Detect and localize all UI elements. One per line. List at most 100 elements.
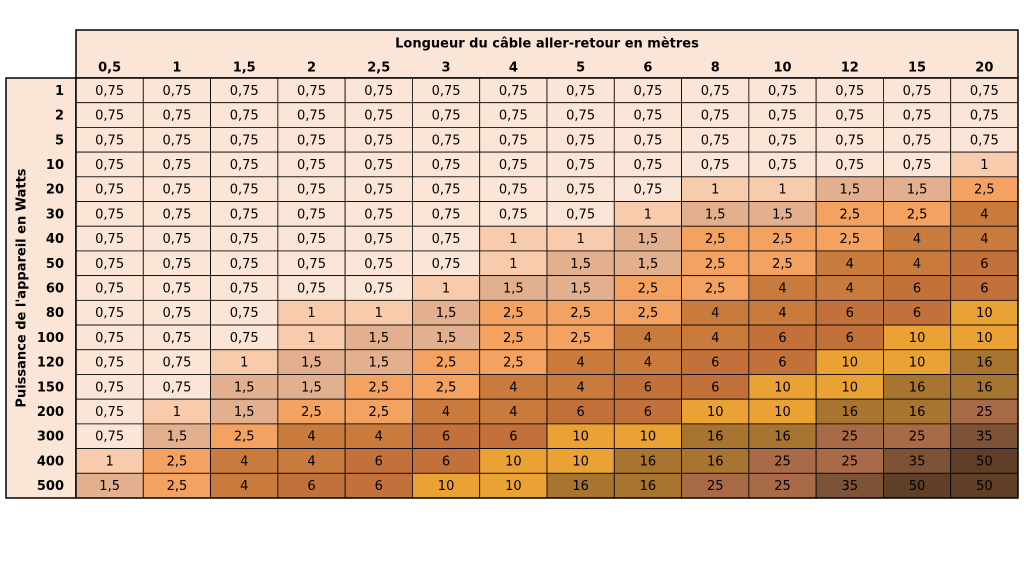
cell (950, 176, 1019, 202)
row-header: 10 (46, 158, 64, 173)
cell (210, 102, 279, 128)
cell (75, 324, 144, 351)
cell (613, 324, 682, 351)
cell-value: 10 (572, 454, 589, 469)
cell-value: 10 (640, 430, 657, 445)
cell-value: 0,75 (701, 133, 730, 148)
cell (950, 299, 1019, 326)
cell-value: 0,75 (297, 282, 326, 297)
cell (883, 250, 952, 277)
cell (681, 77, 750, 104)
cell (210, 201, 279, 227)
cell-value: 0,75 (162, 306, 191, 321)
cell-value: 1 (778, 183, 786, 198)
cell-value: 16 (572, 479, 589, 494)
cell-value: 6 (644, 380, 652, 395)
column-header: 6 (643, 61, 652, 76)
cell-value: 1,5 (705, 207, 726, 222)
cell-value: 1,5 (368, 356, 389, 371)
cell-value: 0,75 (162, 84, 191, 99)
row-header: 120 (37, 356, 64, 371)
cell (210, 374, 279, 400)
cell (681, 448, 750, 474)
cell-value: 0,75 (162, 158, 191, 173)
cell (950, 448, 1019, 474)
cell-value: 25 (842, 454, 859, 469)
cell (748, 201, 817, 227)
cell-value: 1,5 (436, 331, 457, 346)
cell-value: 1,5 (301, 356, 322, 371)
cell (546, 374, 615, 400)
cell-value: 0,75 (701, 109, 730, 124)
cell-value: 1 (442, 282, 450, 297)
cell-value: 2,5 (705, 232, 726, 247)
cell-value: 4 (913, 232, 921, 247)
cell-value: 0,75 (95, 257, 124, 272)
cell (546, 472, 615, 499)
cell-value: 1,5 (503, 282, 524, 297)
cell-value: 4 (577, 356, 585, 371)
cell (210, 225, 279, 252)
cell-value: 25 (774, 479, 791, 494)
cell-value: 0,75 (499, 207, 528, 222)
cell-value: 0,75 (162, 380, 191, 395)
cell (142, 275, 211, 301)
cell (681, 423, 750, 449)
row-header: 500 (37, 479, 64, 494)
cell (546, 423, 615, 449)
cell-value: 2,5 (839, 207, 860, 222)
cell-value: 10 (505, 454, 522, 469)
cell (681, 176, 750, 202)
cell (210, 398, 279, 425)
cell-value: 0,75 (768, 158, 797, 173)
cell-value: 10 (774, 405, 791, 420)
cell (883, 201, 952, 227)
cell (412, 176, 481, 202)
cell (546, 250, 615, 277)
cell-value: 4 (442, 405, 450, 420)
row-header: 100 (37, 331, 64, 346)
cell-value: 2,5 (368, 380, 389, 395)
cell-value: 0,75 (162, 133, 191, 148)
cell (950, 77, 1019, 104)
cell-value: 0,75 (95, 207, 124, 222)
cell-value: 0,75 (499, 183, 528, 198)
cell (748, 374, 817, 400)
cell (75, 275, 144, 301)
cell-value: 1 (307, 331, 315, 346)
cell-value: 0,75 (230, 207, 259, 222)
cell-value: 0,75 (566, 158, 595, 173)
cell (613, 448, 682, 474)
cell-value: 6 (442, 454, 450, 469)
cell-value: 2,5 (368, 405, 389, 420)
cell (681, 250, 750, 277)
cell-value: 0,75 (633, 84, 662, 99)
cell-value: 16 (640, 479, 657, 494)
row-header: 60 (46, 282, 64, 297)
cell-value: 4 (846, 282, 854, 297)
cell-value: 0,75 (95, 84, 124, 99)
cell (142, 102, 211, 128)
cell-value: 0,75 (230, 306, 259, 321)
cell (681, 398, 750, 425)
cell-value: 0,75 (364, 257, 393, 272)
cell (815, 250, 884, 277)
cell-value: 4 (778, 282, 786, 297)
cell-value: 35 (909, 454, 926, 469)
cell (950, 225, 1019, 252)
cell (277, 250, 346, 277)
cell-value: 6 (846, 306, 854, 321)
cell (75, 151, 144, 178)
cell-value: 0,75 (835, 84, 864, 99)
cell (883, 423, 952, 449)
cell-value: 0,75 (297, 133, 326, 148)
cell-value: 1 (106, 454, 114, 469)
cell-value: 4 (509, 405, 517, 420)
cell-value: 0,75 (432, 84, 461, 99)
cell-value: 0,75 (230, 331, 259, 346)
cell (815, 398, 884, 425)
cell (210, 176, 279, 202)
cell (277, 201, 346, 227)
cell-value: 0,75 (162, 282, 191, 297)
